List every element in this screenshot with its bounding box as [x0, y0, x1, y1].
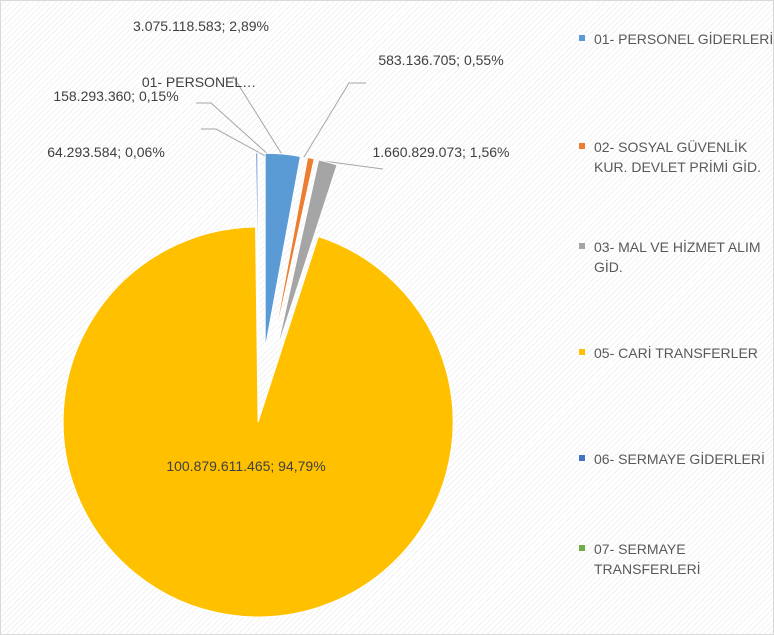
leader-line	[322, 160, 384, 170]
legend-item: 01- PERSONEL GİDERLERİ	[579, 29, 774, 49]
legend-label: 02- SOSYAL GÜVENLİK KUR. DEVLET PRİMİ Gİ…	[594, 139, 761, 175]
legend-swatch	[579, 545, 585, 551]
data-label: 64.293.584; 0,06%	[47, 144, 165, 160]
legend-swatch	[579, 143, 585, 149]
leader-line	[232, 75, 284, 157]
data-label: 158.293.360; 0,15%	[53, 88, 179, 104]
legend-label: 01- PERSONEL GİDERLERİ	[594, 31, 774, 47]
leader-line	[303, 82, 366, 158]
pie-slice	[257, 152, 260, 349]
legend-label: 03- MAL VE HİZMET ALIM GİD.	[594, 239, 761, 275]
leader-line	[201, 128, 270, 159]
legend-item: 02- SOSYAL GÜVENLİK KUR. DEVLET PRİMİ Gİ…	[579, 137, 773, 177]
legend-swatch	[579, 455, 585, 461]
leader-line	[196, 102, 272, 158]
legend-item: 03- MAL VE HİZMET ALIM GİD.	[579, 237, 773, 277]
data-label: 100.879.611.465; 94,79%	[166, 458, 326, 474]
legend-label: 07- SERMAYE TRANSFERLERİ	[594, 541, 701, 577]
legend-swatch	[579, 243, 585, 249]
pie-slice	[276, 159, 338, 351]
pie-slice	[271, 156, 315, 350]
legend-item: 07- SERMAYE TRANSFERLERİ	[579, 539, 773, 579]
data-label: 1.660.829.073; 1,56%	[372, 144, 510, 160]
data-label: 583.136.705; 0,55%	[378, 52, 504, 68]
legend-item: 05- CARİ TRANSFERLER	[579, 343, 773, 363]
annotation: 01- PERSONEL…	[141, 74, 257, 90]
legend-swatch	[579, 35, 585, 41]
legend-label: 06- SERMAYE GİDERLERİ	[594, 451, 765, 467]
legend-label: 05- CARİ TRANSFERLER	[594, 345, 758, 361]
legend-item: 06- SERMAYE GİDERLERİ	[579, 449, 773, 469]
data-label: 3.075.118.583; 2,89%	[133, 18, 269, 34]
pie-slice	[62, 226, 454, 618]
pie-slice	[264, 152, 301, 349]
legend-swatch	[579, 349, 585, 355]
leader-lines	[196, 75, 384, 170]
